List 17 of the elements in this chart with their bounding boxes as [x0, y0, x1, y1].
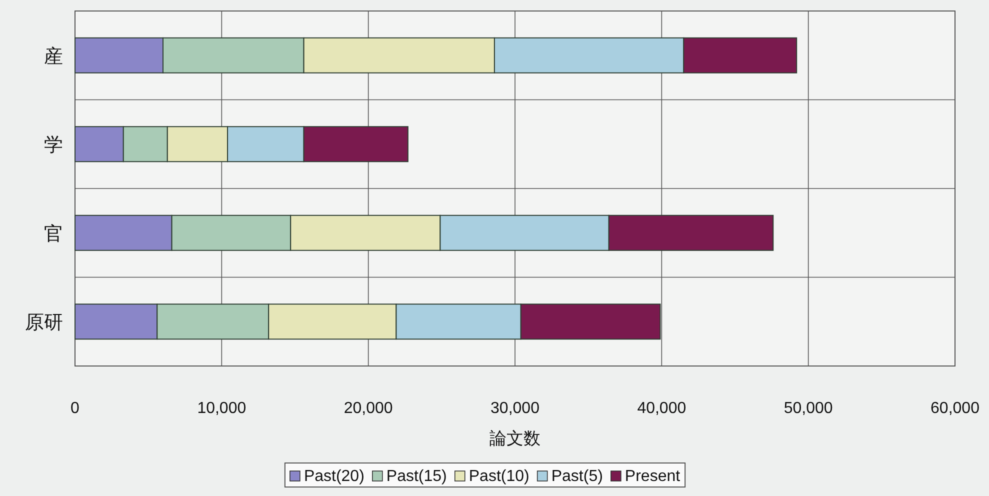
x-tick-label: 30,000 — [490, 400, 540, 417]
legend-label: Present — [624, 468, 681, 485]
y-tick-label: 産 — [44, 45, 63, 68]
x-axis-title: 論文数 — [490, 429, 540, 448]
x-tick-label: 50,000 — [784, 400, 833, 417]
legend-label: Past(15) — [386, 468, 447, 485]
legend-label: Past(20) — [304, 468, 364, 485]
legend-label: Past(10) — [468, 468, 530, 485]
x-tick-label: 60,000 — [930, 400, 980, 417]
x-tick-label: 40,000 — [637, 400, 686, 417]
y-tick-label: 原研 — [25, 312, 63, 334]
x-tick-label: 20,000 — [344, 400, 393, 417]
legend-label: Past(5) — [551, 468, 603, 485]
x-tick-label: 10,000 — [197, 400, 246, 417]
y-tick-label: 官 — [44, 222, 63, 245]
y-tick-label: 学 — [44, 135, 63, 156]
x-tick-label: 0 — [70, 400, 80, 417]
